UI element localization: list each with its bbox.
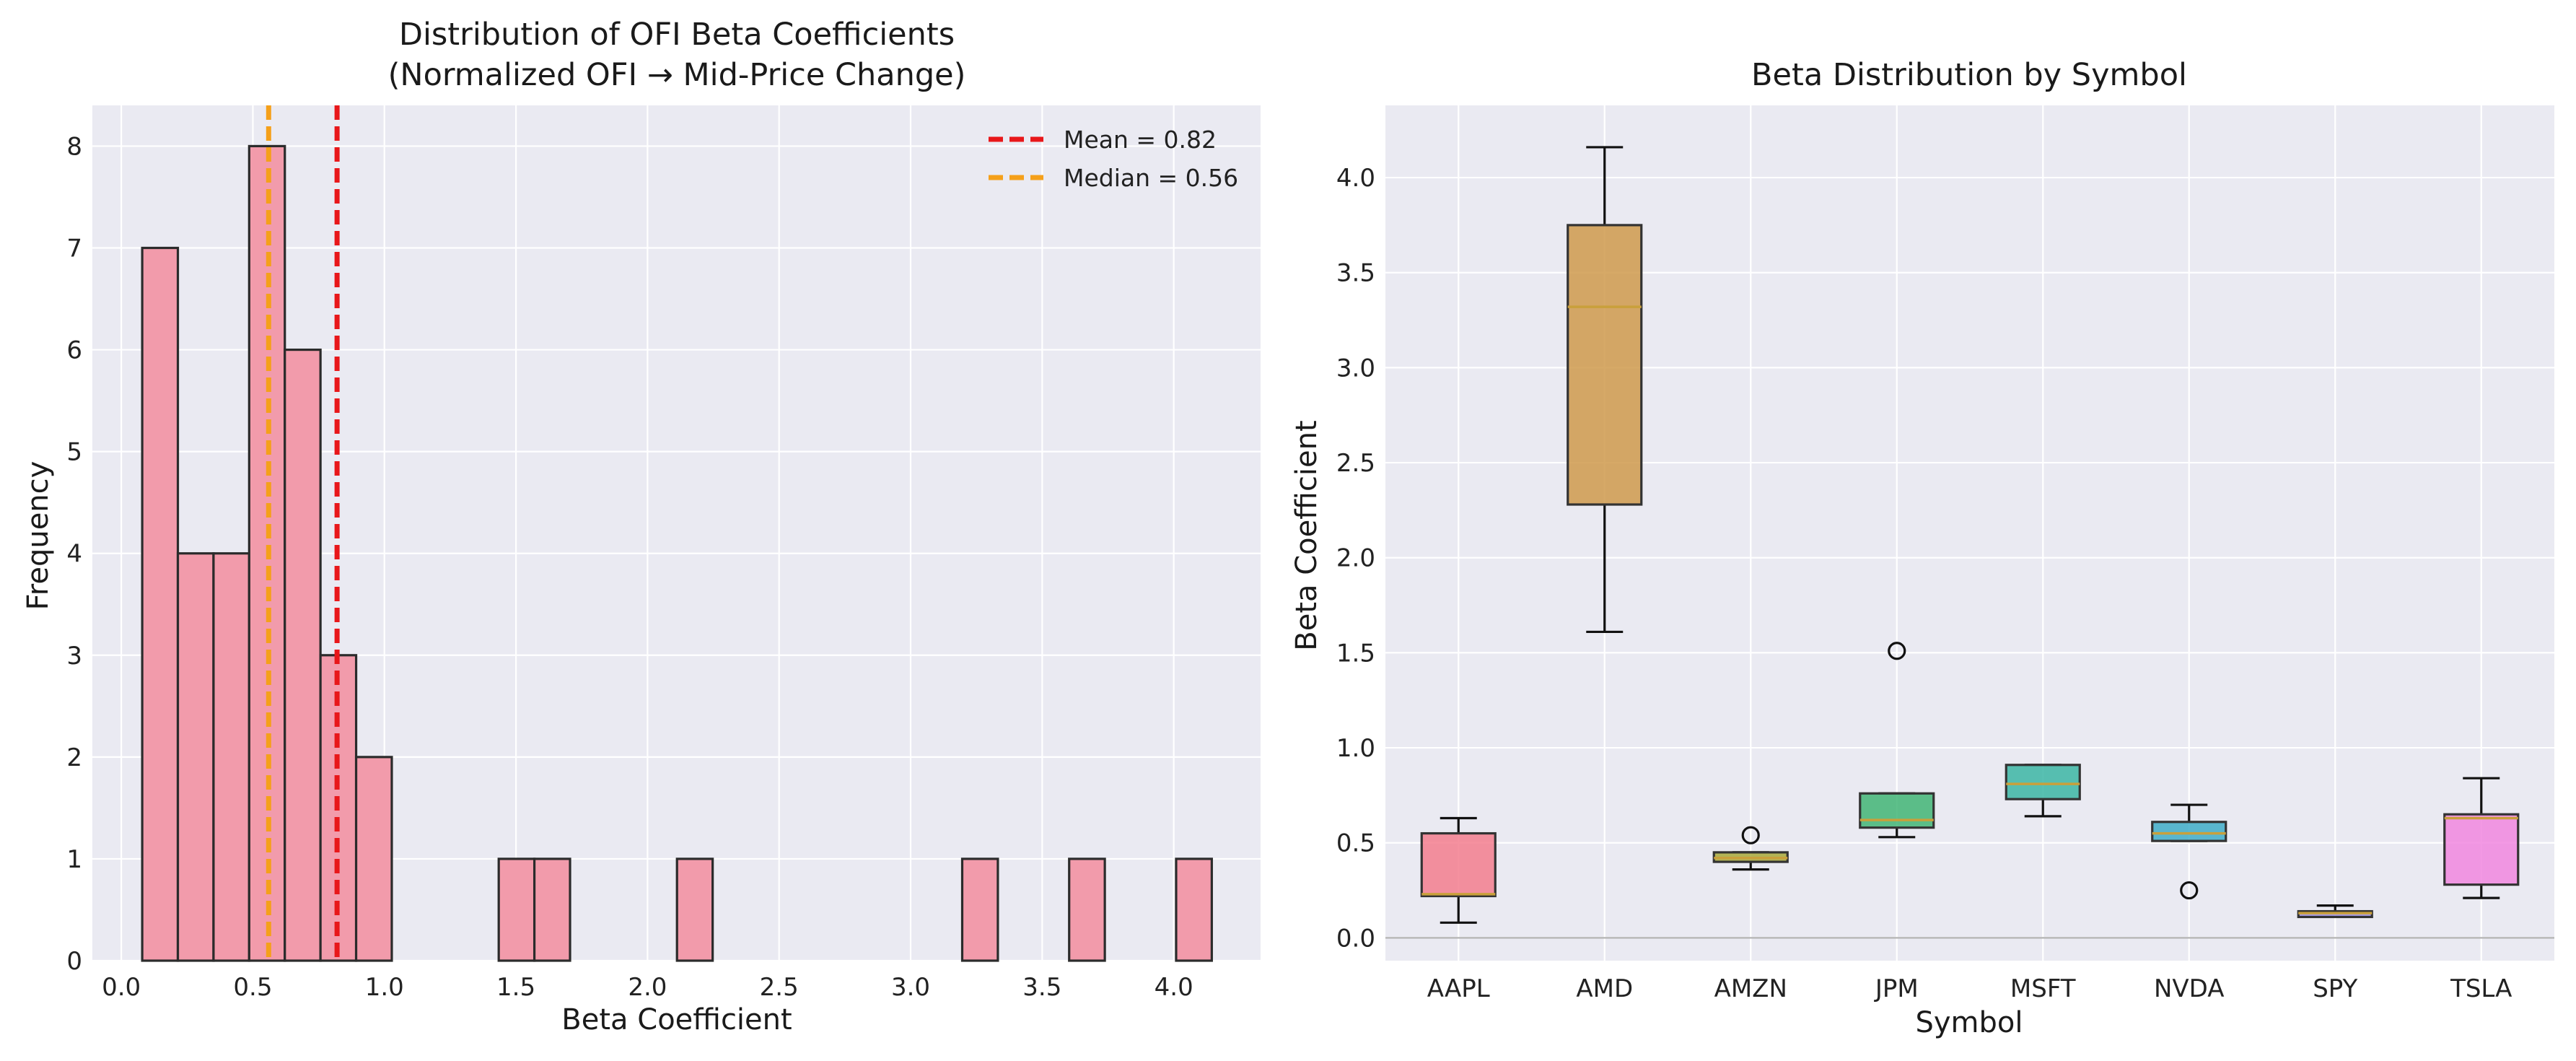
x-tick-label: NVDA	[2154, 974, 2225, 1003]
histogram-bar	[284, 348, 322, 962]
x-tick-label: 3.5	[1022, 973, 1061, 1002]
y-tick-label: 4.0	[1336, 164, 1375, 193]
histogram-reference-lines	[266, 105, 340, 961]
y-tick-label: 7	[66, 235, 82, 263]
histogram-bar	[497, 857, 536, 962]
box-body	[1859, 792, 1935, 829]
x-tick-label: 2.0	[628, 973, 667, 1002]
box-outlier	[1741, 826, 1760, 844]
histogram-bar	[354, 756, 393, 962]
box-outlier	[1888, 642, 1906, 660]
y-tick-label: 1.0	[1336, 734, 1375, 763]
boxplot-x-tick-labels: AAPL AMD AMZN JPM MSFT NVDA SPY TSLA	[1427, 974, 2513, 1003]
y-tick-label: 2.5	[1336, 449, 1375, 478]
histogram-legend: Mean = 0.82 Median = 0.56	[989, 126, 1238, 192]
box-amzn	[1712, 826, 1789, 871]
histogram-bar	[176, 552, 215, 962]
legend-mean-label: Mean = 0.82	[1064, 126, 1217, 154]
histogram-bar	[960, 857, 999, 962]
boxplot-panel: AAPL AMD AMZN JPM MSFT NVDA SPY TSLA 0.0 0.5 1.0 1…	[1290, 57, 2554, 1039]
boxplot-plot-area	[1385, 105, 2554, 961]
x-tick-label: 0.0	[102, 973, 141, 1002]
y-tick-label: 3.5	[1336, 259, 1375, 288]
x-tick-label: SPY	[2313, 974, 2357, 1003]
y-tick-label: 5	[66, 438, 82, 467]
histogram-bar	[1068, 857, 1106, 962]
histogram-bars	[141, 144, 1213, 962]
x-tick-label: 1.5	[496, 973, 535, 1002]
y-tick-label: 2.0	[1336, 544, 1375, 573]
boxplot-y-tick-labels: 0.0 0.5 1.0 1.5 2.0 2.5 3.0 3.5 4.0	[1336, 164, 1375, 953]
box-body	[1420, 831, 1497, 898]
x-tick-label: 0.5	[233, 973, 272, 1002]
x-tick-label: 4.0	[1155, 973, 1193, 1002]
y-tick-label: 0.0	[1336, 924, 1375, 953]
y-tick-label: 0	[66, 947, 82, 976]
x-tick-label: AAPL	[1427, 974, 1490, 1003]
histogram-bar	[1175, 857, 1213, 962]
histogram-title-line1: Distribution of OFI Beta Coefficients	[399, 17, 955, 53]
y-tick-label: 0.5	[1336, 829, 1375, 858]
boxplot-boxes	[1420, 146, 2520, 924]
boxplot-x-axis-label: Symbol	[1915, 1006, 2023, 1039]
y-tick-label: 8	[66, 132, 82, 161]
y-tick-label: 2	[66, 743, 82, 772]
histogram-bar	[675, 857, 714, 962]
box-tsla	[2443, 777, 2520, 899]
legend-median-label: Median = 0.56	[1064, 164, 1238, 192]
box-body	[2443, 813, 2520, 886]
x-tick-label: TSLA	[2450, 974, 2512, 1003]
x-tick-label: AMZN	[1714, 974, 1787, 1003]
box-body	[2005, 764, 2081, 800]
histogram-x-axis-label: Beta Coefficient	[561, 1003, 792, 1036]
y-tick-label: 4	[66, 540, 82, 569]
boxplot-y-axis-label: Beta Coefficient	[1290, 420, 1323, 650]
x-tick-label: 3.0	[891, 973, 930, 1002]
box-nvda	[2151, 803, 2227, 900]
x-tick-label: MSFT	[2010, 974, 2076, 1003]
box-amd	[1567, 146, 1643, 634]
x-tick-label: AMD	[1576, 974, 1633, 1003]
box-body	[2151, 821, 2227, 842]
histogram-y-axis-label: Frequency	[22, 461, 55, 611]
x-tick-label: JPM	[1874, 974, 1919, 1003]
boxplot-title: Beta Distribution by Symbol	[1751, 57, 2187, 93]
y-tick-label: 6	[66, 336, 82, 365]
y-tick-label: 1	[66, 845, 82, 874]
box-aapl	[1420, 816, 1497, 924]
y-tick-label: 3	[66, 642, 82, 671]
box-outlier	[2180, 881, 2199, 900]
y-tick-label: 3.0	[1336, 354, 1375, 383]
x-tick-label: 2.5	[760, 973, 799, 1002]
histogram-bar	[212, 552, 250, 962]
box-spy	[2297, 904, 2373, 919]
box-body	[1567, 224, 1643, 506]
histogram-title-line2: (Normalized OFI → Mid-Price Change)	[388, 57, 966, 93]
histogram-y-tick-labels: 0 1 2 3 4 5 6 7 8	[66, 132, 82, 976]
histogram-x-tick-labels: 0.0 0.5 1.0 1.5 2.0 2.5 3.0 3.5 4.0	[102, 973, 1193, 1002]
box-jpm	[1859, 642, 1935, 839]
y-tick-label: 1.5	[1336, 639, 1375, 668]
box-msft	[2005, 764, 2081, 818]
x-tick-label: 1.0	[365, 973, 404, 1002]
histogram-bar	[141, 246, 180, 962]
histogram-bar	[533, 857, 571, 962]
histogram-panel: 0.0 0.5 1.0 1.5 2.0 2.5 3.0 3.5 4.0 0 1 2 3 4 5 6 7 8 Di…	[22, 17, 1261, 1036]
